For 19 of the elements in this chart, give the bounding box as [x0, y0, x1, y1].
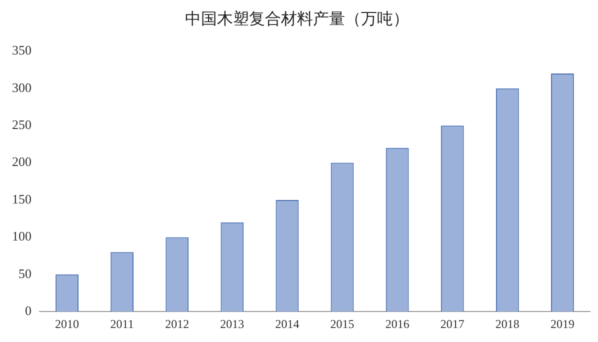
x-tick-label: 2013: [220, 316, 244, 331]
y-tick-label: 50: [18, 266, 32, 281]
chart-title: 中国木塑复合材料产量（万吨）: [185, 8, 409, 28]
y-tick-label: 350: [12, 42, 32, 58]
x-tick-label: 2018: [495, 316, 520, 331]
x-tick-label: 2019: [550, 316, 574, 331]
y-tick-label: 150: [12, 191, 32, 206]
x-tick-label: 2011: [110, 316, 134, 331]
y-tick-label: 0: [25, 303, 32, 318]
x-tick-label: 2016: [385, 316, 410, 331]
y-tick-label: 300: [12, 80, 32, 95]
x-tick-label: 2010: [55, 316, 80, 331]
y-tick-label: 100: [12, 228, 32, 244]
x-tick-label: 2015: [330, 316, 354, 331]
y-tick-label: 200: [12, 154, 32, 170]
x-tick-label: 2014: [275, 316, 300, 331]
x-tick-label: 2017: [440, 316, 464, 331]
y-tick-label: 250: [12, 117, 32, 132]
x-tick-label: 2012: [165, 316, 190, 331]
